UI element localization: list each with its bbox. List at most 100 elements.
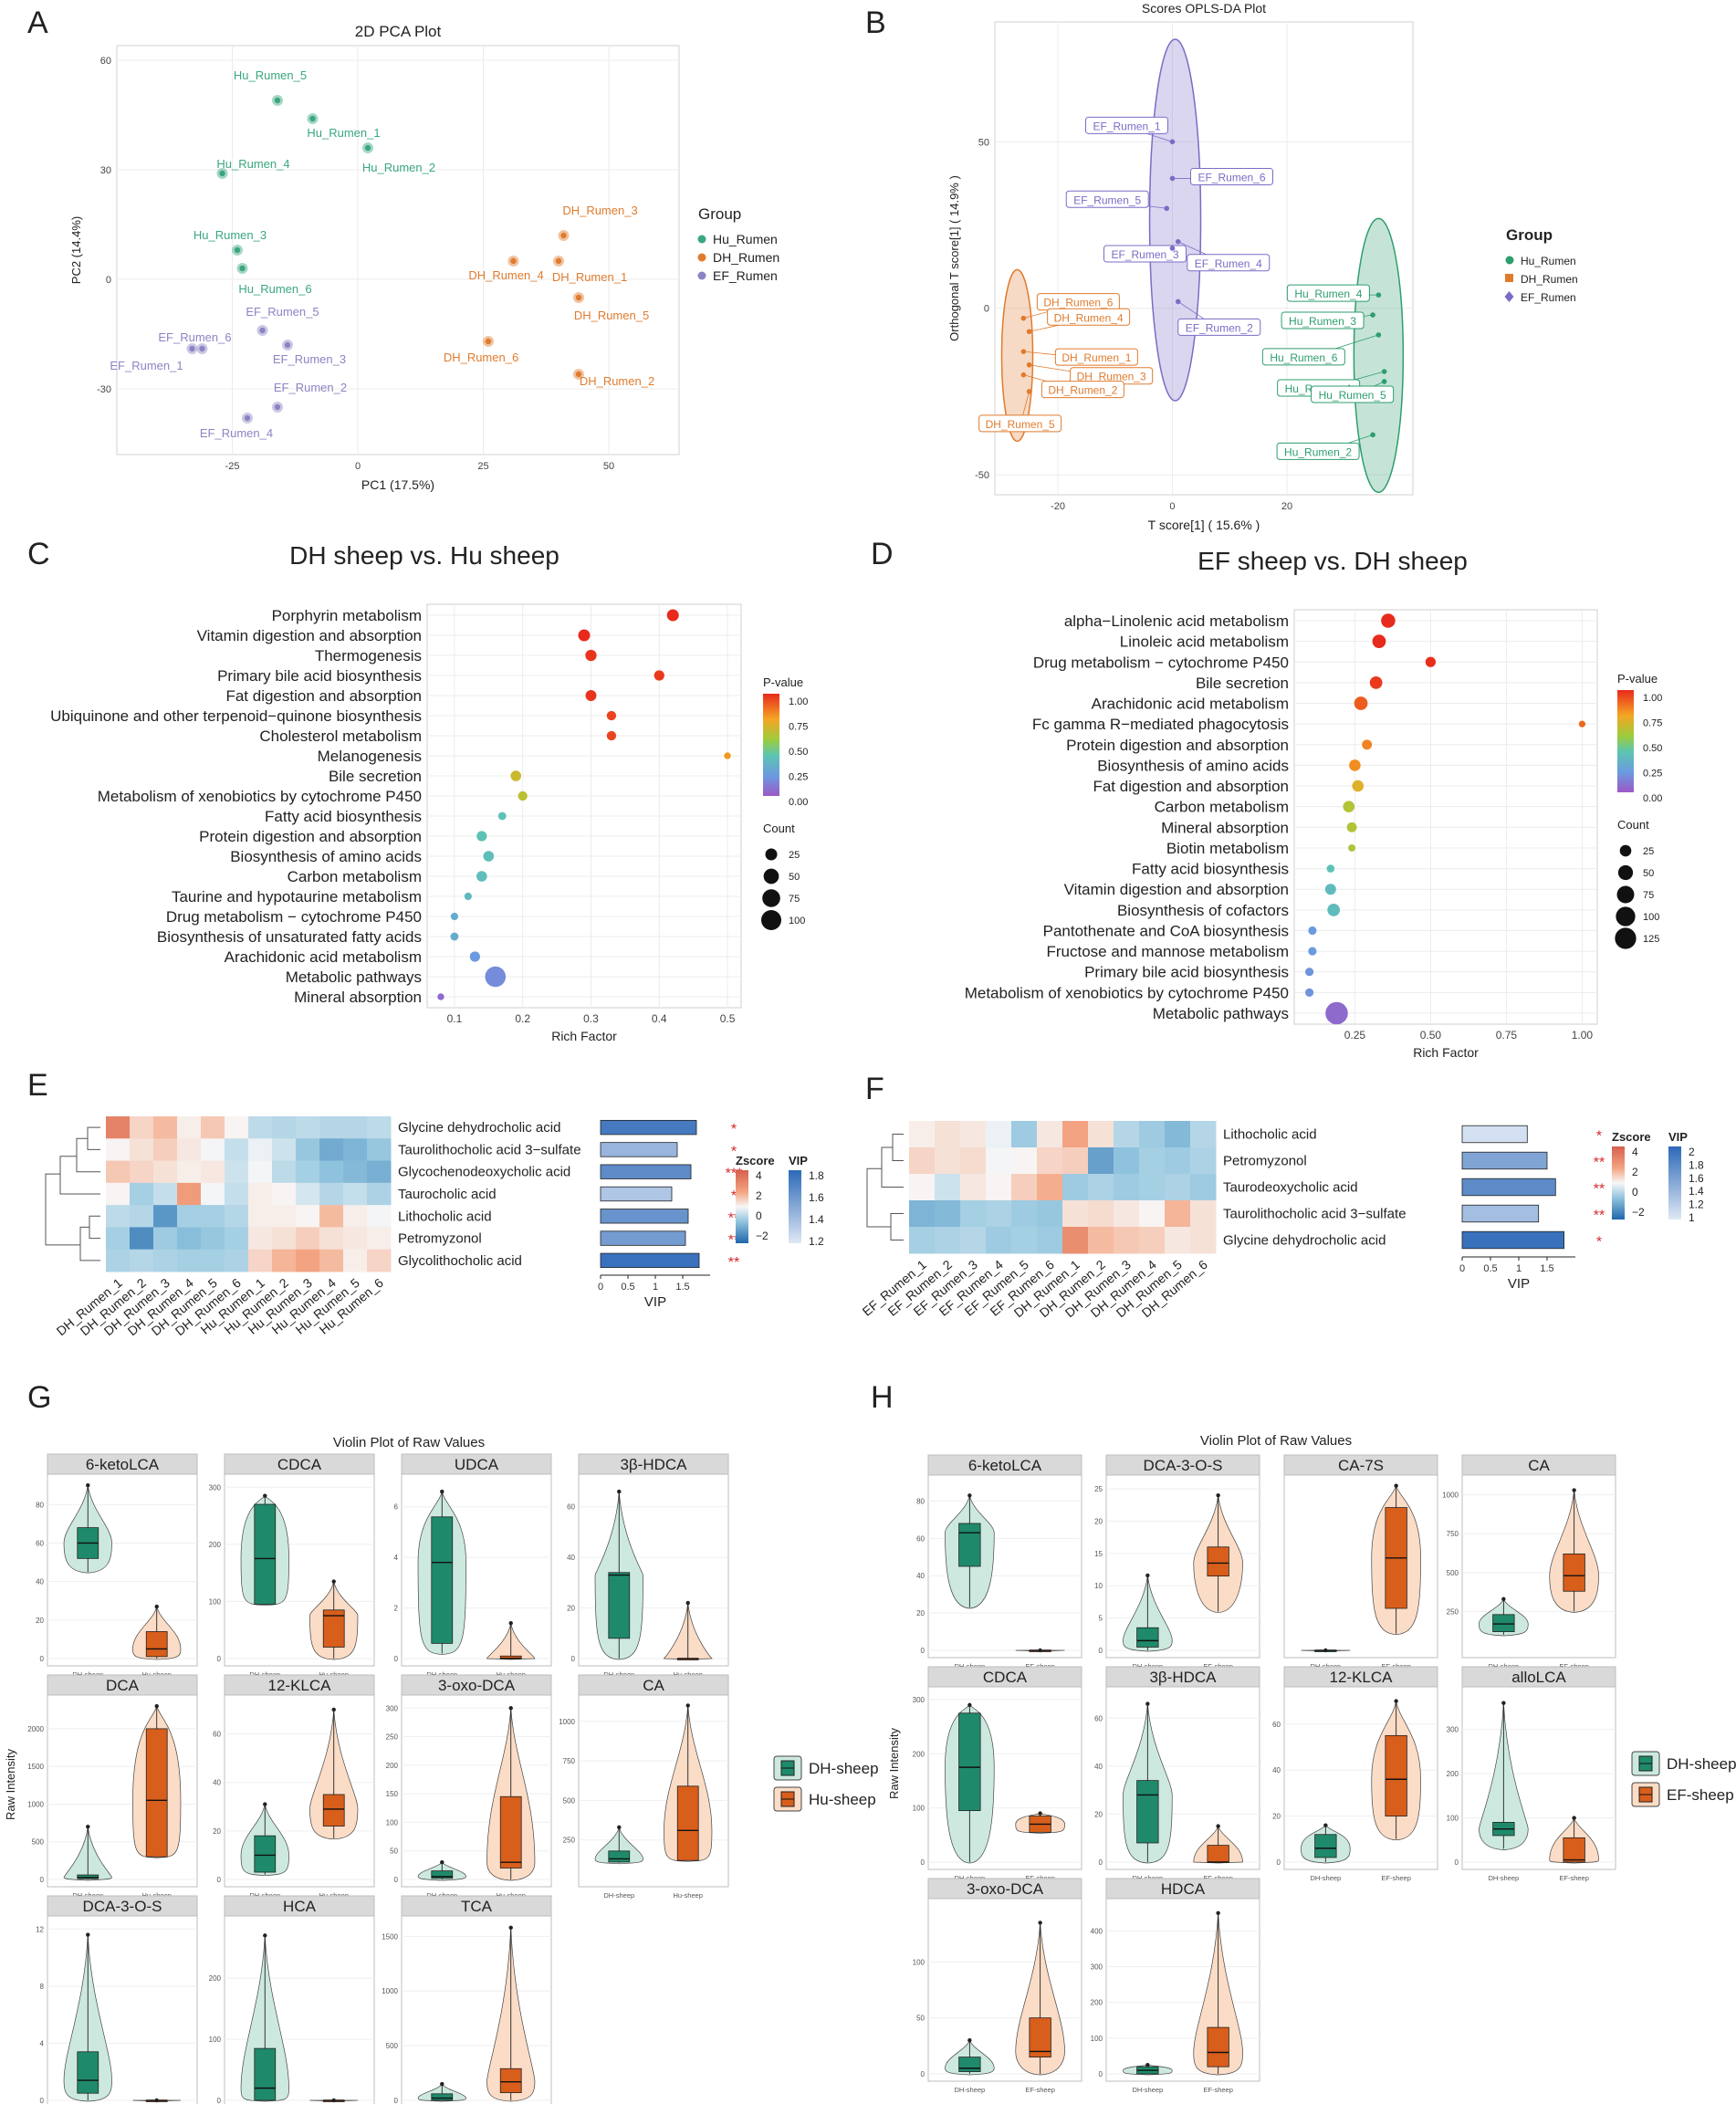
heatmap-cell (319, 1205, 344, 1228)
outlier-point (331, 2098, 336, 2103)
facet-title: TCA (461, 1898, 493, 1915)
outlier-point (1572, 1488, 1576, 1492)
vip-legend-tick: 1.6 (1689, 1172, 1704, 1185)
heatmap-cell (935, 1200, 961, 1228)
heatmap-cell (319, 1160, 344, 1184)
y-tick-label: 20 (1272, 1813, 1281, 1821)
size-legend-label: 75 (1643, 890, 1654, 901)
x-tick-label: 0.5 (720, 1012, 736, 1025)
heatmap-cell (130, 1205, 154, 1228)
data-point (1026, 329, 1032, 335)
legend-swatch (697, 253, 706, 262)
box (77, 1874, 99, 1879)
box (322, 1609, 345, 1648)
significance-mark: * (731, 1122, 737, 1137)
point-label: EF_Rumen_6 (1197, 171, 1265, 183)
point-label: EF_Rumen_4 (200, 426, 273, 440)
data-point (1370, 432, 1375, 438)
heatmap-cell (986, 1147, 1012, 1175)
pathway-label: Cholesterol metabolism (259, 728, 422, 745)
vip-legend-bar (1668, 1146, 1681, 1219)
chart-title: EF sheep vs. DH sheep (1197, 547, 1468, 575)
bubble (1326, 864, 1335, 873)
box (77, 2051, 99, 2094)
heatmap-cell (986, 1227, 1012, 1254)
legend-label: DH_Rumen (713, 250, 779, 265)
x-tick-label: 20 (1281, 501, 1292, 512)
significance-mark: * (731, 1188, 737, 1204)
y-tick-label: 0 (394, 2097, 399, 2104)
metabolite-label: Taurodeoxycholic acid (1223, 1180, 1358, 1196)
data-point (485, 338, 492, 345)
y-tick-label: 60 (567, 1503, 575, 1512)
y-tick-label: 250 (386, 1733, 399, 1742)
pathway-label: Carbon metabolism (288, 868, 422, 885)
outlier-point (1216, 1492, 1220, 1498)
heatmap-cell (909, 1174, 936, 1201)
pathway-label: Metabolic pathways (286, 968, 422, 986)
heatmap-cell (272, 1227, 297, 1251)
size-legend-label: 25 (1643, 846, 1654, 857)
label-box (1041, 381, 1124, 399)
y-tick-label: 200 (209, 1541, 222, 1549)
y-tick-label: 300 (1447, 1726, 1459, 1734)
y-tick-label: 0 (217, 1655, 222, 1663)
x-tick-label: 0 (355, 461, 361, 472)
heatmap-cell (1165, 1147, 1191, 1175)
vip-bar (600, 1119, 697, 1136)
box (1207, 2026, 1229, 2067)
y-axis-label: Orthogonal T score[1] ( 14.9% ) (947, 175, 961, 341)
bubble (666, 609, 679, 622)
data-point (1020, 349, 1027, 354)
box (1136, 1627, 1159, 1648)
heatmap-cell (1011, 1200, 1038, 1228)
data-point (1175, 298, 1181, 305)
data-point (1169, 246, 1176, 251)
data-point (560, 232, 567, 239)
facet-title: DCA-3-O-S (83, 1898, 162, 1915)
facet-title: 6-ketoLCA (86, 1456, 160, 1473)
y-tick-label: 1500 (382, 1932, 398, 1941)
y-tick-label: 0 (1099, 2070, 1103, 2078)
pathway-label: Melanogenesis (318, 748, 422, 765)
color-legend-tick: 0.50 (789, 747, 808, 758)
y-tick-label: 0 (217, 2097, 222, 2104)
pathway-label: Protein digestion and absorption (199, 828, 422, 845)
y-tick-label: 0 (571, 1655, 576, 1663)
pathway-label: Drug metabolism − cytochrome P450 (1033, 654, 1289, 671)
heatmap-cell (1011, 1147, 1038, 1175)
heatmap-cell (296, 1116, 320, 1139)
facet-title: 3β-HDCA (620, 1456, 687, 1473)
vip-legend-tick: 2 (1689, 1146, 1695, 1158)
data-point (274, 97, 281, 104)
label-box (1103, 245, 1187, 263)
heatmap-cell (1139, 1174, 1166, 1201)
heatmap-cell (248, 1182, 273, 1206)
x-tick-label: 50 (603, 461, 614, 472)
size-legend-label: 100 (789, 916, 805, 926)
metabolite-label: Taurolithocholic acid 3−sulfate (398, 1142, 581, 1157)
vip-bar (600, 1230, 686, 1246)
zscore-legend-tick: 2 (756, 1189, 762, 1202)
pathway-label: Primary bile acid biosynthesis (217, 667, 422, 685)
point-label: DH_Rumen_6 (444, 351, 518, 364)
box (499, 2067, 522, 2094)
heatmap-cell (1190, 1147, 1217, 1175)
plot-area (1293, 609, 1598, 1025)
outlier-point (1394, 1483, 1398, 1488)
legend-swatch (697, 235, 706, 244)
heatmap-cell (106, 1249, 131, 1272)
heatmap-cell (935, 1174, 961, 1201)
point-label: DH_Rumen_3 (562, 204, 637, 217)
data-point (259, 327, 266, 334)
bubble (464, 892, 472, 901)
y-tick-label: 50 (390, 1848, 398, 1856)
outlier-point (967, 1702, 972, 1708)
point-label: DH_Rumen_6 (1043, 297, 1113, 309)
heatmap-cell (367, 1205, 392, 1228)
outlier-point (263, 1802, 267, 1806)
vip-legend-tick: 1.8 (1689, 1158, 1704, 1171)
y-tick-label: 4 (40, 2039, 45, 2047)
outlier-point (331, 1579, 336, 1584)
vip-axis-tick-label: 1.5 (1540, 1263, 1553, 1274)
